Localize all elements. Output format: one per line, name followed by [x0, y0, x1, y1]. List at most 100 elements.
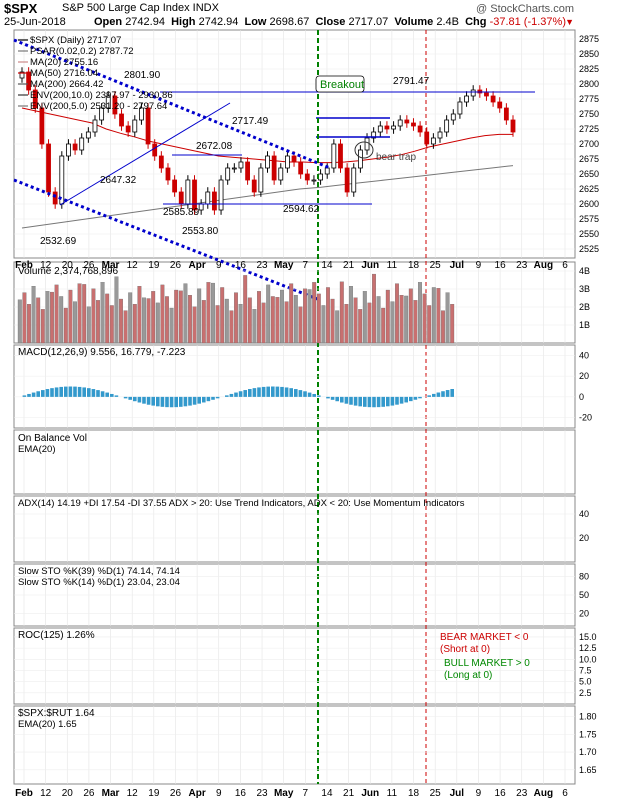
macd-hist-bar — [317, 395, 321, 397]
macd-hist-bar — [418, 396, 422, 399]
y-tick-label-roc: 12.5 — [579, 643, 597, 653]
x-tick-label-top: 26 — [83, 260, 95, 271]
volume-label: Volume — [394, 16, 434, 28]
price-annotation: 2553.80 — [182, 226, 219, 237]
macd-hist-bar — [91, 389, 96, 397]
y-tick-label-volume: 2B — [579, 302, 590, 312]
x-tick-label-bottom: Apr — [189, 788, 206, 799]
volume-bar — [395, 283, 399, 344]
x-tick-label-top: 23 — [256, 260, 268, 271]
chart-header: $SPX S&P 500 Large Cap Index INDX @ Stoc… — [0, 0, 620, 30]
volume-bar — [358, 309, 363, 344]
x-tick-label-bottom: May — [274, 788, 294, 799]
price-legend-item: MA(50) 2716.04 — [30, 68, 98, 79]
y-tick-label-roc: 5.0 — [579, 677, 592, 687]
y-tick-label-price: 2525 — [579, 244, 599, 254]
x-tick-label-top: Apr — [189, 260, 206, 271]
x-tick-label-top: 25 — [430, 260, 442, 271]
chg-arrow-icon: ▼ — [565, 17, 574, 27]
volume-bar — [293, 295, 298, 344]
chg-label: Chg — [465, 16, 487, 28]
volume-bar — [367, 302, 372, 344]
macd-hist-bar — [307, 392, 312, 397]
volume-bar — [86, 306, 91, 344]
close-label: Close — [315, 16, 346, 28]
volume-bar — [114, 276, 119, 344]
candle-body — [158, 155, 164, 169]
volume-bar — [82, 284, 87, 344]
candle-body — [464, 95, 469, 103]
volume-bar — [404, 295, 409, 344]
x-tick-label-top: 21 — [343, 260, 355, 271]
y-tick-label-sto: 20 — [579, 609, 589, 619]
macd-hist-bar — [229, 393, 234, 397]
candle-body — [417, 125, 423, 133]
y-tick-label-price: 2775 — [579, 94, 599, 104]
macd-hist-bar — [445, 390, 450, 397]
volume-bar — [31, 286, 36, 344]
volume-value: 2.4B — [436, 16, 459, 28]
ma200-line — [21, 165, 514, 229]
macd-hist-bar — [404, 396, 408, 403]
macd-hist-bar — [358, 396, 362, 407]
volume-bar — [335, 310, 340, 344]
macd-hist-bar — [280, 386, 284, 397]
macd-hist-bar — [363, 396, 367, 407]
volume-bar — [353, 297, 358, 344]
volume-bar — [349, 286, 353, 344]
volume-bar — [344, 304, 349, 344]
macd-hist-bar — [188, 396, 192, 406]
breakout-callout-box — [315, 75, 365, 93]
candle-body — [32, 89, 38, 109]
price-legend-item: PSAR(0.02,0.2) 2787.72 — [30, 46, 134, 57]
volume-bar — [128, 292, 133, 344]
volume-bar — [422, 293, 427, 344]
macd-hist-bar — [284, 387, 289, 397]
candle-body — [490, 95, 496, 103]
x-tick-label-top: Jul — [450, 260, 465, 271]
macd-hist-bar — [160, 396, 165, 407]
candle-body — [470, 89, 476, 97]
panel-frame-obv — [13, 429, 576, 495]
x-tick-label-bottom: 26 — [170, 788, 182, 799]
macd-hist-bar — [266, 386, 270, 397]
volume-bar — [316, 293, 321, 344]
sto-label-1: Slow STO %K(39) %D(1) 74.14, 74.14 — [18, 566, 180, 577]
volume-bar — [289, 283, 294, 344]
x-tick-label-top: 11 — [387, 260, 398, 271]
x-tick-label-bottom: 12 — [127, 788, 139, 799]
volume-bar — [238, 304, 243, 344]
y-tick-label-price: 2750 — [579, 109, 599, 119]
macd-hist-bar — [427, 395, 431, 397]
macd-hist-bar — [395, 396, 399, 405]
candle-body — [291, 155, 297, 163]
volume-bar — [247, 297, 252, 344]
volume-bar — [109, 305, 114, 344]
macd-hist-bar — [238, 391, 243, 397]
volume-bar — [40, 309, 45, 344]
macd-hist-bar — [114, 395, 119, 397]
volume-bar — [68, 289, 73, 344]
volume-bar — [169, 307, 174, 344]
high-label: High — [171, 16, 196, 28]
volume-bar — [151, 291, 156, 344]
candle-body — [119, 113, 124, 127]
macd-hist-bar — [45, 389, 50, 397]
candle-body — [391, 125, 396, 130]
brand: @ StockCharts.com — [476, 3, 574, 15]
volume-bar — [312, 282, 317, 344]
candle-body — [92, 119, 98, 133]
panel-frame-ratio — [13, 705, 576, 785]
macd-hist-bar — [156, 396, 160, 407]
macd-hist-bar — [96, 390, 100, 397]
x-tick-label-bottom: 26 — [83, 788, 95, 799]
volume-bar — [211, 282, 215, 344]
candle-body — [298, 161, 304, 175]
macd-hist-bar — [257, 387, 261, 397]
macd-hist-bar — [372, 396, 376, 408]
x-tick-label-bottom: 16 — [495, 788, 507, 799]
candle-body — [198, 203, 204, 211]
panel-frame-roc — [13, 627, 576, 705]
candle-body — [437, 131, 443, 139]
candle-body — [318, 173, 323, 181]
